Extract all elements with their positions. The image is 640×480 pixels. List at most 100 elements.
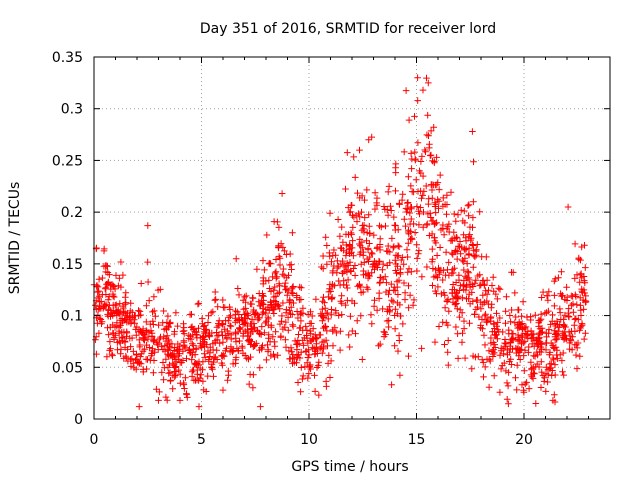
data-point bbox=[406, 209, 414, 217]
data-point bbox=[269, 306, 277, 314]
data-point bbox=[456, 243, 463, 251]
data-point bbox=[389, 244, 397, 252]
data-point bbox=[270, 310, 278, 317]
data-point bbox=[106, 347, 113, 354]
data-point bbox=[117, 258, 125, 266]
data-point bbox=[304, 354, 312, 361]
data-point bbox=[371, 189, 379, 196]
data-point bbox=[549, 311, 556, 319]
data-point bbox=[232, 330, 240, 337]
data-point bbox=[304, 339, 312, 347]
data-point bbox=[297, 388, 304, 396]
data-point bbox=[302, 323, 309, 330]
data-point bbox=[383, 279, 390, 286]
y-tick-label: 0.1 bbox=[61, 309, 83, 325]
data-point bbox=[250, 371, 257, 378]
data-point bbox=[136, 341, 144, 349]
data-point bbox=[286, 261, 294, 269]
data-point bbox=[342, 301, 349, 309]
data-point bbox=[239, 321, 247, 328]
data-point bbox=[154, 341, 161, 348]
data-point bbox=[356, 146, 363, 154]
data-point bbox=[489, 328, 496, 335]
data-point bbox=[565, 313, 573, 321]
data-point bbox=[289, 290, 297, 297]
data-point bbox=[508, 336, 515, 343]
data-point bbox=[408, 188, 416, 195]
data-point bbox=[142, 333, 150, 341]
data-point bbox=[413, 241, 420, 249]
data-point bbox=[271, 342, 279, 350]
data-point bbox=[386, 259, 393, 266]
data-point bbox=[297, 317, 305, 325]
data-point bbox=[113, 322, 121, 330]
data-point bbox=[155, 397, 162, 404]
data-point bbox=[259, 257, 267, 264]
data-point bbox=[225, 330, 233, 337]
data-point bbox=[345, 262, 352, 269]
data-point bbox=[487, 339, 495, 347]
data-point bbox=[550, 356, 557, 364]
data-point bbox=[429, 282, 436, 289]
data-point bbox=[388, 235, 396, 242]
data-point bbox=[210, 354, 218, 362]
data-point bbox=[283, 251, 290, 258]
data-point bbox=[98, 318, 106, 325]
data-point bbox=[189, 340, 196, 348]
data-point bbox=[544, 378, 551, 386]
data-point bbox=[326, 374, 334, 381]
data-point bbox=[410, 220, 417, 228]
data-point bbox=[464, 268, 472, 275]
data-point bbox=[261, 329, 268, 336]
data-point bbox=[363, 255, 371, 263]
data-point bbox=[537, 316, 545, 323]
data-point bbox=[435, 323, 443, 330]
data-point bbox=[248, 316, 256, 323]
data-point bbox=[323, 242, 331, 249]
y-tick-label: 0.35 bbox=[52, 50, 83, 66]
data-point bbox=[436, 244, 444, 251]
data-point bbox=[419, 192, 426, 199]
data-point bbox=[407, 150, 415, 157]
data-point bbox=[116, 310, 124, 318]
data-point bbox=[429, 194, 436, 202]
data-point bbox=[404, 199, 412, 206]
data-point bbox=[408, 268, 415, 275]
data-point bbox=[460, 258, 467, 266]
data-point bbox=[329, 342, 337, 349]
data-point bbox=[308, 312, 316, 320]
data-point bbox=[461, 354, 469, 362]
data-point bbox=[165, 370, 172, 377]
data-point bbox=[167, 377, 174, 385]
data-point bbox=[343, 248, 350, 256]
data-point bbox=[558, 357, 566, 364]
data-point bbox=[299, 375, 306, 383]
data-point bbox=[275, 253, 283, 260]
data-point bbox=[136, 360, 143, 367]
data-point bbox=[573, 271, 581, 279]
data-point bbox=[497, 365, 505, 373]
data-point bbox=[324, 309, 331, 317]
data-point bbox=[194, 300, 202, 308]
data-point bbox=[444, 321, 452, 329]
data-point bbox=[417, 169, 425, 177]
data-point bbox=[521, 324, 529, 332]
data-point bbox=[284, 314, 292, 321]
data-point bbox=[392, 267, 399, 274]
data-point bbox=[417, 158, 425, 165]
data-point bbox=[445, 259, 452, 266]
data-point bbox=[105, 331, 112, 338]
data-point bbox=[472, 277, 480, 284]
data-point bbox=[532, 400, 540, 407]
data-point bbox=[533, 340, 541, 348]
data-point bbox=[443, 210, 450, 218]
data-point bbox=[423, 74, 430, 82]
data-point bbox=[405, 239, 412, 247]
data-point bbox=[243, 354, 250, 362]
data-point bbox=[240, 306, 248, 313]
data-point bbox=[245, 380, 253, 388]
data-point bbox=[337, 327, 344, 335]
data-point bbox=[119, 271, 127, 279]
data-point bbox=[319, 305, 326, 313]
data-point bbox=[538, 358, 545, 365]
